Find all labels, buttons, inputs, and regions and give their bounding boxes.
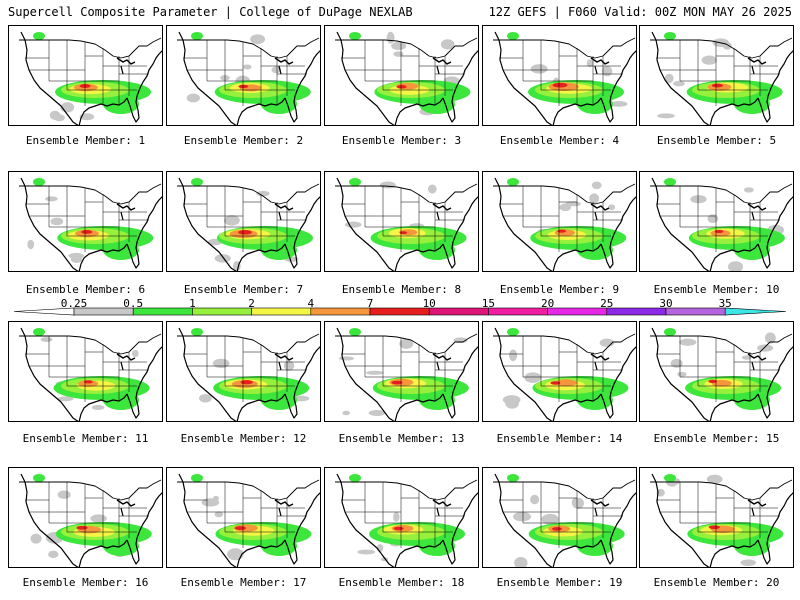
ensemble-member-map <box>166 25 321 126</box>
colorbar-tick-label: 25 <box>600 297 614 310</box>
colorbar-segment <box>428 307 489 316</box>
ensemble-member-label: Ensemble Member: 9 <box>499 283 620 296</box>
colorbar-segment <box>310 307 371 316</box>
ensemble-member-label: Ensemble Member: 10 <box>653 283 780 296</box>
map-title: Supercell Composite Parameter | College … <box>8 5 413 19</box>
ensemble-member-label: Ensemble Member: 11 <box>22 432 149 445</box>
ensemble-member-map <box>166 171 321 272</box>
colorbar-tick-label: 35 <box>718 297 732 310</box>
model-valid-time: 12Z GEFS | F060 Valid: 00Z MON MAY 26 20… <box>488 5 792 19</box>
ensemble-member-label: Ensemble Member: 7 <box>183 283 304 296</box>
colorbar-segment <box>547 307 608 316</box>
ensemble-member-map <box>639 25 794 126</box>
colorbar-tick-label: 30 <box>659 297 673 310</box>
ensemble-member-map <box>482 321 637 422</box>
colorbar-tick-label: 10 <box>422 297 436 310</box>
ensemble-member-map <box>482 25 637 126</box>
ensemble-member-map <box>639 467 794 568</box>
colorbar-tick-label: 15 <box>481 297 496 310</box>
ensemble-member-label: Ensemble Member: 18 <box>338 576 465 589</box>
colorbar-tick-label: 7 <box>366 297 374 310</box>
ensemble-member-map <box>324 321 479 422</box>
colorbar-segment <box>251 307 312 316</box>
ensemble-member-map <box>8 171 163 272</box>
ensemble-member-label: Ensemble Member: 16 <box>22 576 149 589</box>
ensemble-member-label: Ensemble Member: 2 <box>183 134 304 147</box>
ensemble-member-map <box>8 321 163 422</box>
colorbar-tick-label: 0.5 <box>123 297 144 310</box>
ensemble-member-label: Ensemble Member: 6 <box>25 283 146 296</box>
ensemble-member-label: Ensemble Member: 1 <box>25 134 146 147</box>
ensemble-member-label: Ensemble Member: 13 <box>338 432 465 445</box>
colorbar-tick-label: 1 <box>189 297 196 310</box>
colorbar-tick-label: 0.25 <box>60 297 88 310</box>
ensemble-member-label: Ensemble Member: 14 <box>496 432 623 445</box>
ensemble-member-map <box>8 467 163 568</box>
ensemble-member-label: Ensemble Member: 19 <box>496 576 623 589</box>
ensemble-member-map <box>324 25 479 126</box>
colorbar-tick-label: 2 <box>248 297 255 310</box>
colorbar-tick-label: 20 <box>540 297 555 310</box>
colorbar-segment <box>192 307 252 316</box>
ensemble-member-label: Ensemble Member: 3 <box>341 134 462 147</box>
ensemble-member-label: Ensemble Member: 20 <box>653 576 780 589</box>
ensemble-member-label: Ensemble Member: 17 <box>180 576 307 589</box>
colorbar-segment <box>665 307 726 316</box>
colorbar-over-arrow <box>724 307 787 316</box>
ensemble-member-map <box>482 171 637 272</box>
color-scale-bar <box>13 307 787 316</box>
ensemble-member-map <box>324 467 479 568</box>
colorbar-segment <box>488 307 548 316</box>
ensemble-member-map <box>324 171 479 272</box>
ensemble-member-map <box>166 467 321 568</box>
ensemble-member-map <box>639 171 794 272</box>
ensemble-member-label: Ensemble Member: 12 <box>180 432 307 445</box>
ensemble-member-label: Ensemble Member: 5 <box>656 134 777 147</box>
ensemble-member-map <box>639 321 794 422</box>
ensemble-member-label: Ensemble Member: 4 <box>499 134 620 147</box>
colorbar-segment <box>369 307 430 316</box>
ensemble-member-map <box>8 25 163 126</box>
ensemble-member-map <box>482 467 637 568</box>
colorbar-tick-label: 4 <box>307 297 315 310</box>
colorbar-segment <box>606 307 667 316</box>
ensemble-member-map <box>166 321 321 422</box>
ensemble-member-label: Ensemble Member: 15 <box>653 432 780 445</box>
ensemble-member-label: Ensemble Member: 8 <box>341 283 462 296</box>
